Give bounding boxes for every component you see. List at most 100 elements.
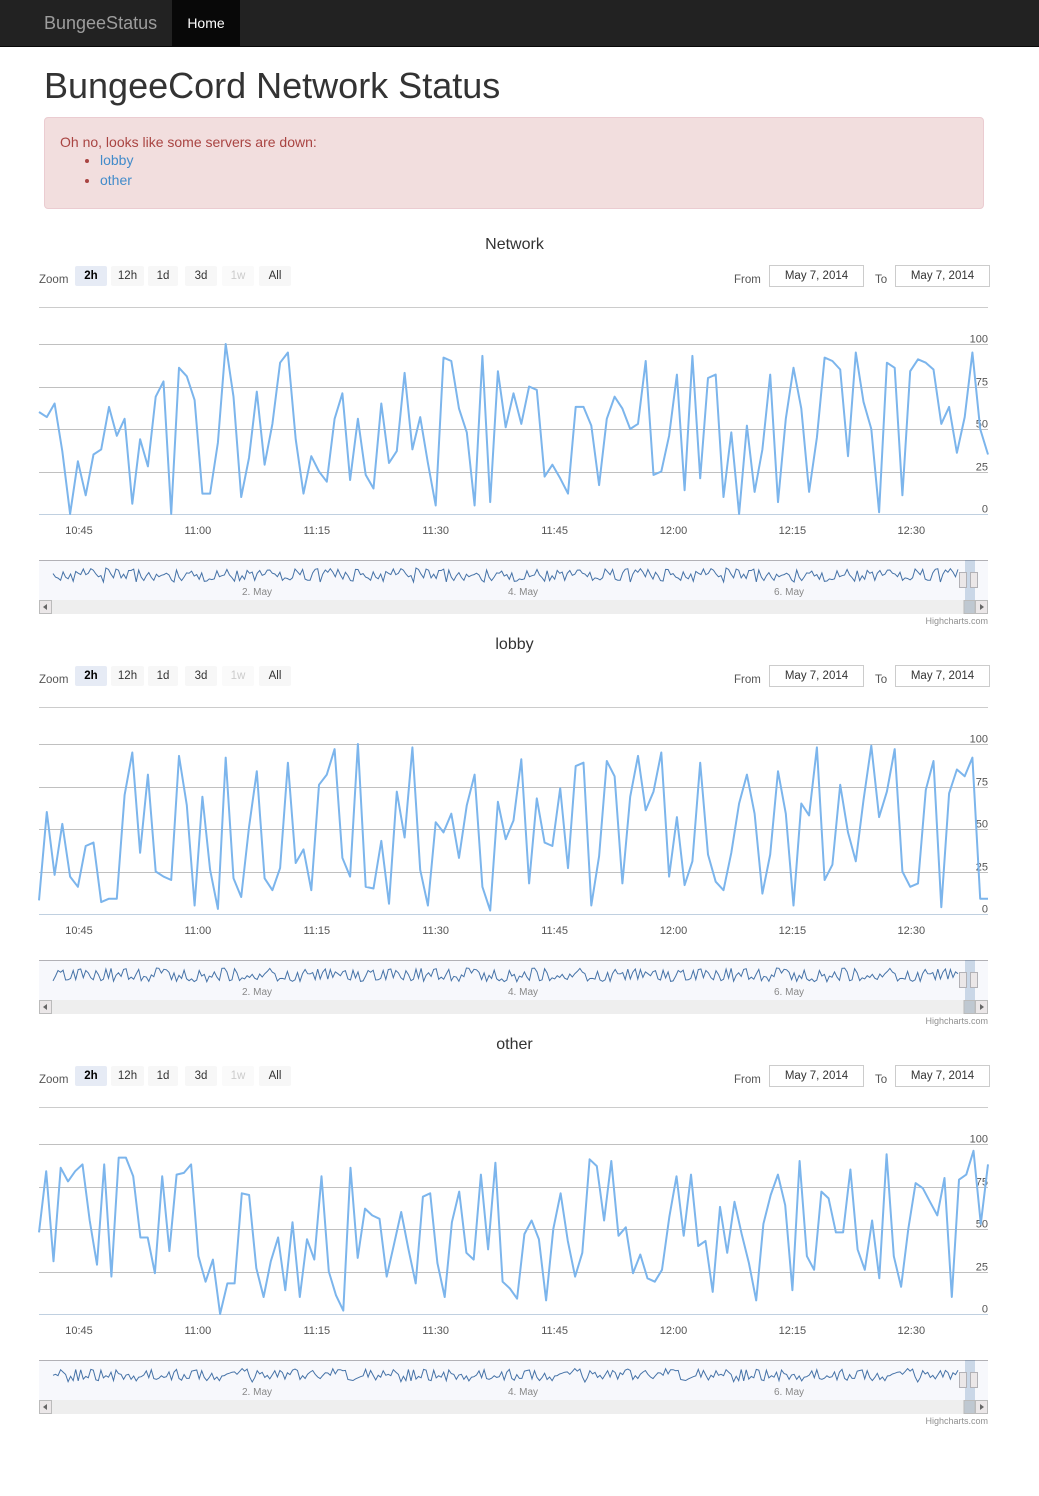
navbar: BungeeStatus Home bbox=[0, 0, 1039, 47]
zoom-button-1w[interactable]: 1w bbox=[222, 1066, 254, 1086]
series-line bbox=[38, 743, 988, 912]
x-tick-label: 11:30 bbox=[422, 525, 449, 537]
navigator-date-label: 4. May bbox=[508, 1387, 538, 1398]
navigator-date-label: 2. May bbox=[242, 987, 272, 998]
navigator-date-label: 2. May bbox=[242, 1387, 272, 1398]
zoom-button-3d[interactable]: 3d bbox=[185, 1066, 217, 1086]
arrow-right-icon bbox=[980, 1404, 984, 1410]
series-line bbox=[38, 343, 989, 515]
navigator-handle-left[interactable] bbox=[959, 572, 967, 588]
series-line bbox=[38, 1149, 989, 1315]
down-server-item: lobby bbox=[100, 150, 968, 170]
scrollbar-track bbox=[39, 600, 988, 614]
scrollbar-thumb[interactable] bbox=[963, 1400, 976, 1414]
y-tick-label: 50 bbox=[976, 419, 988, 431]
zoom-button-1d[interactable]: 1d bbox=[148, 266, 178, 286]
y-tick-label: 0 bbox=[982, 904, 988, 916]
y-tick-label: 100 bbox=[970, 334, 988, 346]
to-date-input[interactable]: May 7, 2014 bbox=[895, 265, 990, 287]
y-tick-label: 0 bbox=[982, 1304, 988, 1316]
navigator-handle-left[interactable] bbox=[959, 972, 967, 988]
zoom-button-1w[interactable]: 1w bbox=[222, 266, 254, 286]
x-tick-label: 12:30 bbox=[898, 525, 926, 537]
to-date-input[interactable]: May 7, 2014 bbox=[895, 665, 990, 687]
zoom-button-3d[interactable]: 3d bbox=[185, 266, 217, 286]
nav-home-link[interactable]: Home bbox=[172, 0, 240, 46]
from-label: From bbox=[734, 274, 761, 286]
x-tick-label: 11:00 bbox=[185, 925, 212, 937]
zoom-label: Zoom bbox=[39, 274, 69, 286]
x-tick-label: 12:00 bbox=[660, 925, 688, 937]
zoom-button-2h[interactable]: 2h bbox=[75, 666, 107, 686]
zoom-button-All[interactable]: All bbox=[259, 666, 291, 686]
alert-message: Oh no, looks like some servers are down: bbox=[60, 134, 317, 150]
x-tick-label: 12:00 bbox=[660, 1325, 688, 1337]
zoom-button-All[interactable]: All bbox=[259, 1066, 291, 1086]
highcharts-credits[interactable]: Highcharts.com bbox=[925, 1416, 988, 1426]
x-tick-label: 11:15 bbox=[303, 525, 330, 537]
arrow-right-icon bbox=[980, 1004, 984, 1010]
from-date-input[interactable]: May 7, 2014 bbox=[769, 265, 864, 287]
to-date-input[interactable]: May 7, 2014 bbox=[895, 1065, 990, 1087]
x-tick-label: 11:30 bbox=[422, 1325, 449, 1337]
server-link-lobby[interactable]: lobby bbox=[100, 152, 134, 168]
navigator-date-label: 6. May bbox=[774, 587, 804, 598]
x-tick-label: 11:45 bbox=[541, 925, 568, 937]
y-tick-label: 50 bbox=[976, 819, 988, 831]
zoom-button-12h[interactable]: 12h bbox=[111, 1066, 144, 1086]
zoom-button-2h[interactable]: 2h bbox=[75, 266, 107, 286]
y-tick-label: 75 bbox=[976, 377, 988, 389]
from-label: From bbox=[734, 674, 761, 686]
x-tick-label: 11:00 bbox=[185, 1325, 212, 1337]
chart-other: other Zoom 2h 12h 1d 3d 1w All From May 7, 2014 To… bbox=[0, 1036, 1039, 1436]
servers-down-alert: Oh no, looks like some servers are down:… bbox=[44, 117, 984, 209]
navigator-handle-left[interactable] bbox=[959, 1372, 967, 1388]
x-tick-label: 12:15 bbox=[779, 525, 807, 537]
scrollbar-thumb[interactable] bbox=[963, 1000, 976, 1014]
highcharts-credits[interactable]: Highcharts.com bbox=[925, 616, 988, 626]
page-title: BungeeCord Network Status bbox=[44, 65, 501, 106]
highcharts-credits[interactable]: Highcharts.com bbox=[925, 1016, 988, 1026]
scrollbar-thumb[interactable] bbox=[963, 600, 976, 614]
brand-link[interactable]: BungeeStatus bbox=[44, 13, 158, 33]
zoom-button-1d[interactable]: 1d bbox=[148, 666, 178, 686]
chart-title: lobby bbox=[495, 636, 534, 653]
zoom-button-1w[interactable]: 1w bbox=[222, 666, 254, 686]
from-date-input[interactable]: May 7, 2014 bbox=[769, 1065, 864, 1087]
from-label: From bbox=[734, 1074, 761, 1086]
x-tick-label: 10:45 bbox=[65, 525, 93, 537]
arrow-right-icon bbox=[980, 604, 984, 610]
zoom-label: Zoom bbox=[39, 674, 69, 686]
zoom-label: Zoom bbox=[39, 1074, 69, 1086]
zoom-button-12h[interactable]: 12h bbox=[111, 666, 144, 686]
down-server-item: other bbox=[100, 170, 968, 190]
server-link-other[interactable]: other bbox=[100, 172, 132, 188]
from-date-input[interactable]: May 7, 2014 bbox=[769, 665, 864, 687]
zoom-button-All[interactable]: All bbox=[259, 266, 291, 286]
chart-title: Network bbox=[485, 236, 544, 253]
zoom-button-1d[interactable]: 1d bbox=[148, 1066, 178, 1086]
y-tick-label: 50 bbox=[976, 1219, 988, 1231]
chart-title: other bbox=[496, 1036, 533, 1053]
zoom-button-3d[interactable]: 3d bbox=[185, 666, 217, 686]
navigator-date-label: 4. May bbox=[508, 987, 538, 998]
x-tick-label: 12:15 bbox=[779, 1325, 807, 1337]
y-tick-label: 25 bbox=[976, 462, 988, 474]
navigator-handle-right[interactable] bbox=[970, 1372, 978, 1388]
x-tick-label: 11:30 bbox=[422, 925, 449, 937]
zoom-button-2h[interactable]: 2h bbox=[75, 1066, 107, 1086]
chart-network: Network Zoom 2h 12h 1d 3d 1w All From May 7, 2014… bbox=[0, 236, 1039, 636]
y-tick-label: 75 bbox=[976, 777, 988, 789]
x-tick-label: 11:45 bbox=[541, 525, 568, 537]
navigator-handle-right[interactable] bbox=[970, 572, 978, 588]
x-tick-label: 10:45 bbox=[65, 1325, 93, 1337]
navigator-series bbox=[52, 1367, 959, 1384]
x-tick-label: 11:00 bbox=[185, 525, 212, 537]
navigator-handle-right[interactable] bbox=[970, 972, 978, 988]
zoom-button-12h[interactable]: 12h bbox=[111, 266, 144, 286]
y-tick-label: 25 bbox=[976, 1262, 988, 1274]
down-server-list: lobby other bbox=[60, 150, 968, 190]
